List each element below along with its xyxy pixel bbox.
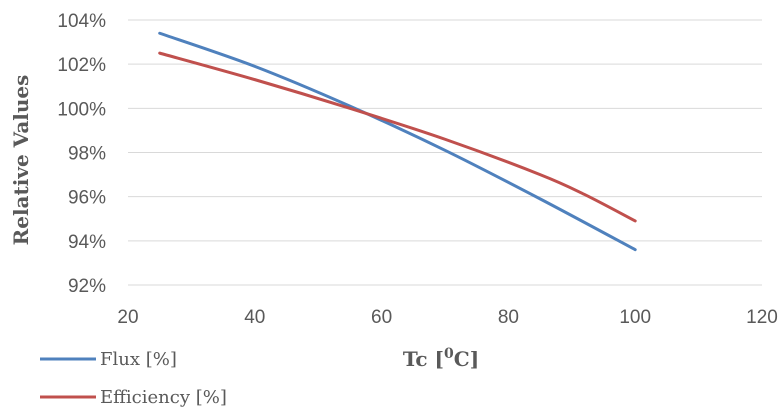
series-lines <box>158 31 637 252</box>
legend-label-flux: Flux [%] <box>100 349 177 370</box>
y-tick-label: 96% <box>68 188 106 209</box>
x-tick-label: 100 <box>619 307 651 328</box>
y-tick-labels: 92% 94% 96% 98% 100% 102% 104% <box>57 11 106 297</box>
y-tick-label: 100% <box>57 99 106 120</box>
y-tick-label: 94% <box>68 232 106 253</box>
y-tick-label: 92% <box>68 276 106 297</box>
x-tick-labels: 20 40 60 80 100 120 <box>117 307 777 328</box>
y-tick-label: 102% <box>57 55 106 76</box>
legend: Flux [%] Efficiency [%] <box>40 349 227 408</box>
legend-item-efficiency: Efficiency [%] <box>40 387 227 408</box>
x-axis-title-end: C] <box>454 347 479 371</box>
y-tick-label: 98% <box>68 144 106 165</box>
x-tick-label: 20 <box>117 307 138 328</box>
x-axis-title-superscript: 0 <box>444 346 454 362</box>
x-tick-label: 120 <box>746 307 778 328</box>
x-tick-label: 80 <box>498 307 519 328</box>
x-tick-label: 40 <box>244 307 265 328</box>
legend-item-flux: Flux [%] <box>40 349 177 370</box>
x-axis-title: Tc [0C] <box>403 346 479 371</box>
y-tick-label: 104% <box>57 11 106 32</box>
legend-label-efficiency: Efficiency [%] <box>100 387 227 408</box>
y-axis-title: Relative Values <box>9 75 33 246</box>
x-axis-title-main: Tc [ <box>403 347 444 371</box>
series-line-flux <box>158 31 637 252</box>
x-tick-label: 60 <box>371 307 392 328</box>
series-line-efficiency <box>158 51 637 223</box>
gridlines <box>128 19 762 286</box>
